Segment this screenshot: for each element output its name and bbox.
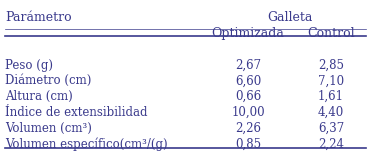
Text: 2,67: 2,67 xyxy=(235,59,261,72)
Text: Optimizada: Optimizada xyxy=(212,27,285,40)
Text: Diámetro (cm): Diámetro (cm) xyxy=(5,74,91,87)
Text: Parámetro: Parámetro xyxy=(5,11,72,24)
Text: Volumen (cm³): Volumen (cm³) xyxy=(5,122,92,135)
Text: 10,00: 10,00 xyxy=(231,106,265,119)
Text: 2,24: 2,24 xyxy=(318,138,344,151)
Text: 6,37: 6,37 xyxy=(318,122,344,135)
Text: 6,60: 6,60 xyxy=(235,74,261,87)
Text: 4,40: 4,40 xyxy=(318,106,344,119)
Text: 0,66: 0,66 xyxy=(235,90,261,103)
Text: Altura (cm): Altura (cm) xyxy=(5,90,73,103)
Text: Control: Control xyxy=(307,27,355,40)
Text: Índice de extensibilidad: Índice de extensibilidad xyxy=(5,106,148,119)
Text: 2,26: 2,26 xyxy=(235,122,261,135)
Text: Galleta: Galleta xyxy=(267,11,312,24)
Text: Peso (g): Peso (g) xyxy=(5,59,53,72)
Text: 0,85: 0,85 xyxy=(235,138,261,151)
Text: Volumen específico(cm³/(g): Volumen específico(cm³/(g) xyxy=(5,138,168,151)
Text: 7,10: 7,10 xyxy=(318,74,344,87)
Text: 1,61: 1,61 xyxy=(318,90,344,103)
Text: 2,85: 2,85 xyxy=(318,59,344,72)
